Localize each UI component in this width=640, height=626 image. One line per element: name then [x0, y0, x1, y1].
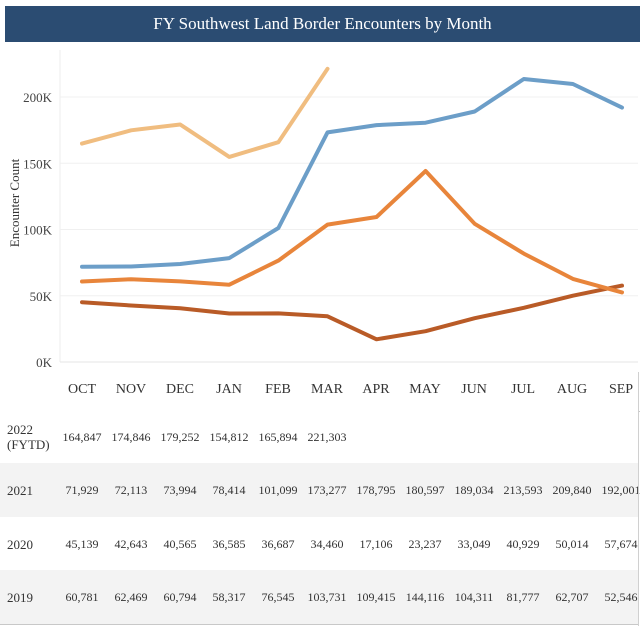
chart-title-bar: FY Southwest Land Border Encounters by M…	[5, 6, 640, 42]
row-label-year: 2019	[7, 590, 33, 605]
series-line-2022	[80, 66, 330, 159]
table-cell: 17,106	[359, 536, 393, 551]
table-cell: 72,113	[114, 483, 148, 497]
table-cell: 57,674	[604, 536, 638, 551]
table-cell: 179,252	[160, 430, 200, 444]
table-header-apr: APR	[362, 382, 390, 397]
table-cell: 180,597	[405, 483, 445, 497]
table-header-dec: DEC	[166, 382, 194, 397]
table-cell: 36,687	[261, 536, 295, 551]
row-label-year: 2021	[7, 483, 33, 498]
table-cell: 165,894	[258, 430, 298, 444]
table-cell: 221,303	[307, 430, 347, 444]
table-cell: 60,794	[163, 590, 197, 604]
table-cell: 71,929	[65, 483, 99, 497]
series-lines	[80, 66, 624, 342]
gridlines	[59, 50, 638, 363]
table-cell: 209,840	[552, 483, 592, 497]
table-cell: 164,847	[62, 430, 102, 444]
table-right-divider	[638, 372, 639, 626]
y-tick-label: 100K	[23, 223, 53, 238]
row-label: 2019	[7, 590, 33, 605]
table-cell: 104,311	[454, 590, 494, 604]
y-tick-label: 50K	[30, 289, 53, 304]
table-header-may: MAY	[409, 382, 441, 397]
table-cell: 192,001	[601, 483, 640, 497]
table-cell: 45,139	[65, 536, 99, 551]
table-cell: 81,777	[506, 590, 540, 604]
table-cell: 189,034	[454, 483, 494, 497]
table-header-mar: MAR	[311, 382, 343, 397]
table-cell: 178,795	[356, 483, 396, 497]
table-cell: 173,277	[307, 483, 347, 497]
table-header-nov: NOV	[115, 382, 147, 397]
table-cell: 101,099	[258, 483, 298, 497]
table-cell: 33,049	[457, 536, 491, 551]
row-label-year: 2020	[7, 536, 33, 552]
table-cell: 62,707	[555, 590, 589, 604]
table-header-feb: FEB	[265, 382, 291, 397]
y-axis-ticks: 0K 50K 100K 150K 200K	[23, 90, 53, 370]
y-tick-label: 200K	[23, 90, 53, 105]
row-label: 2021	[7, 483, 33, 498]
table-cell: 76,545	[261, 590, 295, 604]
series-line-2020	[80, 283, 624, 342]
table-header-jul: JUL	[510, 382, 536, 397]
table-header-jun: JUN	[461, 382, 487, 397]
table-row: 2021 71,929 72,113 73,994 78,414 101,099 173,2…	[0, 463, 640, 517]
table-cell: 40,565	[163, 536, 197, 551]
row-label-year: 2022	[7, 422, 33, 437]
row-label: 2020	[7, 537, 33, 552]
table-cell: 42,643	[114, 536, 148, 551]
chart-title: FY Southwest Land Border Encounters by M…	[153, 14, 492, 33]
table-cell: 62,469	[114, 590, 148, 604]
table-row: 2020 45,139 42,643 40,565 36,585 36,687 34,460…	[0, 517, 638, 570]
series-line-2021	[80, 77, 624, 269]
table-header-row: OCT NOV DEC JAN FEB MAR APR MAY JUN JUL AUG SEP	[0, 372, 640, 412]
table-cell: 36,585	[212, 536, 246, 551]
row-label: 2022 (FYTD)	[7, 422, 50, 452]
table-cell: 103,731	[307, 590, 347, 604]
table-header-oct: OCT	[68, 382, 96, 397]
y-tick-label: 150K	[23, 156, 53, 171]
table-cell: 174,846	[111, 430, 151, 444]
table-header-jan: JAN	[216, 382, 242, 397]
table-cell: 109,415	[356, 590, 396, 604]
table-cell: 50,014	[555, 536, 589, 551]
table-cell: 78,414	[212, 483, 246, 497]
y-tick-label: 0K	[36, 355, 53, 370]
table-cell: 52,546	[604, 590, 638, 604]
line-chart: 0K 50K 100K 150K 200K	[23, 50, 638, 370]
table-cell: 154,812	[209, 430, 249, 444]
table-cell: 60,781	[65, 590, 99, 604]
table-cell: 213,593	[503, 483, 543, 497]
table-cell: 58,317	[212, 590, 246, 604]
table-cell: 144,116	[405, 590, 445, 604]
y-axis-label: Encounter Count	[7, 158, 22, 248]
table-cell: 73,994	[163, 483, 197, 497]
series-line-2019	[80, 169, 624, 295]
table-cell: 40,929	[506, 536, 540, 551]
table-cell: 34,460	[310, 536, 344, 551]
table-cell: 23,237	[408, 536, 442, 551]
row-label-suffix: (FYTD)	[7, 437, 50, 452]
table-row: 2019 60,781 62,469 60,794 58,317 76,545 103,73…	[0, 570, 638, 625]
table-header-sep: SEP	[608, 382, 634, 397]
table-header-aug: AUG	[556, 382, 588, 397]
table-row: 2022 (FYTD) 164,847 174,846 179,252 154,812 16…	[0, 411, 638, 463]
